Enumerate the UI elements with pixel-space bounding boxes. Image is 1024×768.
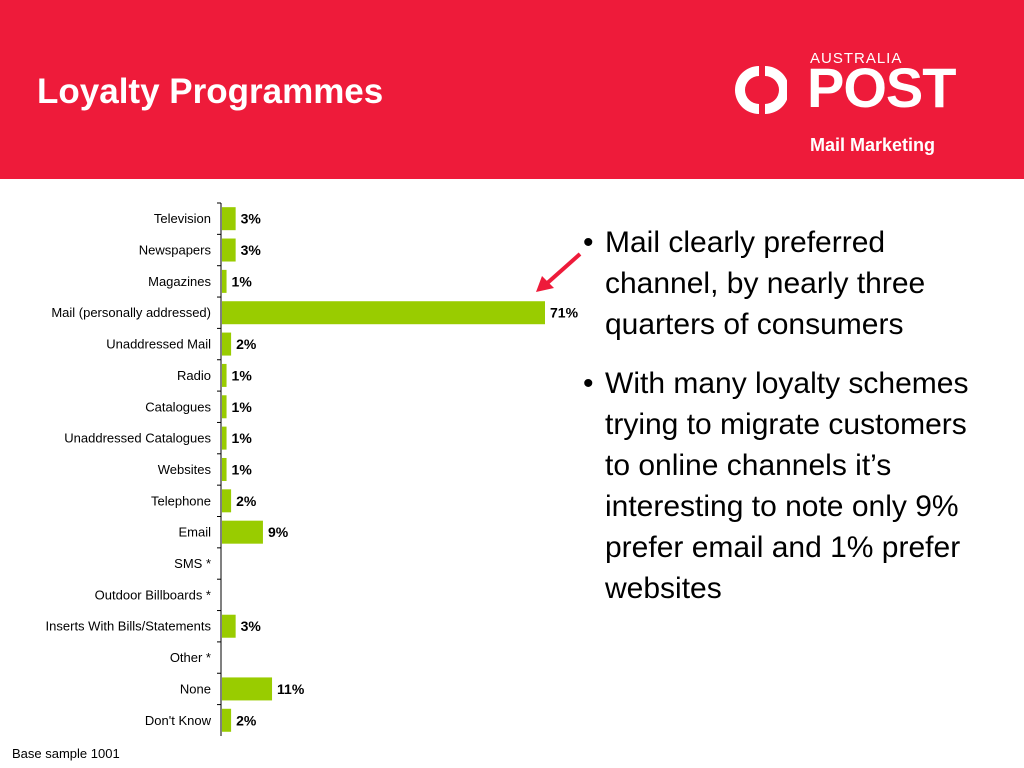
bullet-text: With many loyalty schemes trying to migr… bbox=[605, 367, 969, 605]
bar bbox=[222, 489, 232, 513]
arrow-icon bbox=[536, 252, 582, 292]
category-label: Radio bbox=[177, 368, 211, 383]
bar bbox=[222, 238, 236, 262]
bar bbox=[222, 677, 273, 701]
bar bbox=[222, 520, 263, 544]
category-label: SMS * bbox=[174, 556, 211, 571]
category-label: Other * bbox=[170, 650, 211, 665]
bar bbox=[222, 614, 236, 638]
data-label: 2% bbox=[236, 336, 257, 352]
category-label: Magazines bbox=[148, 274, 211, 289]
bullet-marker: • bbox=[583, 367, 594, 400]
logo-country-text: AUSTRALIA bbox=[810, 50, 903, 67]
data-label: 2% bbox=[236, 493, 257, 509]
bar bbox=[222, 457, 227, 481]
logo-brand-text: POST bbox=[807, 56, 956, 119]
base-sample-note: Base sample 1001 bbox=[12, 746, 120, 761]
bar bbox=[222, 207, 236, 231]
data-label: 3% bbox=[241, 211, 262, 227]
category-label: Websites bbox=[158, 462, 212, 477]
australia-post-logo: AUSTRALIA POST Mail Marketing bbox=[735, 48, 985, 158]
category-label: Unaddressed Mail bbox=[106, 337, 211, 352]
channel-preference-chart: Television 3% Newspapers 3% Magazines 1% Mail … bbox=[46, 202, 579, 736]
category-label: Unaddressed Catalogues bbox=[64, 431, 211, 446]
category-label: Outdoor Billboards * bbox=[95, 587, 211, 602]
data-label: 1% bbox=[232, 461, 253, 477]
data-label: 1% bbox=[232, 367, 253, 383]
bar bbox=[222, 708, 232, 732]
bar bbox=[222, 332, 232, 356]
post-logo-icon bbox=[735, 66, 787, 114]
data-label: 1% bbox=[232, 273, 253, 289]
page-title: Loyalty Programmes bbox=[37, 72, 384, 111]
header-banner: Loyalty Programmes AUSTRALIA POST Mail M… bbox=[0, 0, 1024, 179]
category-label: Mail (personally addressed) bbox=[51, 305, 211, 320]
bar bbox=[222, 395, 227, 419]
commentary: • Mail clearly preferred channel, by nea… bbox=[583, 222, 983, 627]
category-label: Catalogues bbox=[145, 399, 211, 414]
category-label: None bbox=[180, 681, 211, 696]
bullet-point: • Mail clearly preferred channel, by nea… bbox=[583, 222, 983, 345]
data-label: 1% bbox=[232, 430, 253, 446]
data-label: 11% bbox=[277, 681, 305, 697]
logo-division-text: Mail Marketing bbox=[810, 135, 936, 155]
category-label: Television bbox=[154, 211, 211, 226]
category-label: Inserts With Bills/Statements bbox=[46, 619, 212, 634]
data-label: 3% bbox=[241, 242, 262, 258]
data-label: 3% bbox=[241, 618, 262, 634]
bar bbox=[222, 269, 227, 293]
bullet-marker: • bbox=[583, 226, 594, 259]
data-label: 9% bbox=[268, 524, 289, 540]
bar bbox=[222, 426, 227, 450]
data-label: 2% bbox=[236, 712, 257, 728]
data-label: 71% bbox=[550, 305, 579, 321]
data-label: 1% bbox=[232, 399, 253, 415]
category-label: Telephone bbox=[151, 493, 211, 508]
bar bbox=[222, 363, 227, 387]
category-label: Email bbox=[178, 525, 211, 540]
bullet-point: • With many loyalty schemes trying to mi… bbox=[583, 363, 983, 609]
bullet-text: Mail clearly preferred channel, by nearl… bbox=[605, 226, 926, 341]
category-label: Newspapers bbox=[139, 243, 212, 258]
bar bbox=[222, 301, 545, 325]
category-label: Don't Know bbox=[145, 713, 212, 728]
